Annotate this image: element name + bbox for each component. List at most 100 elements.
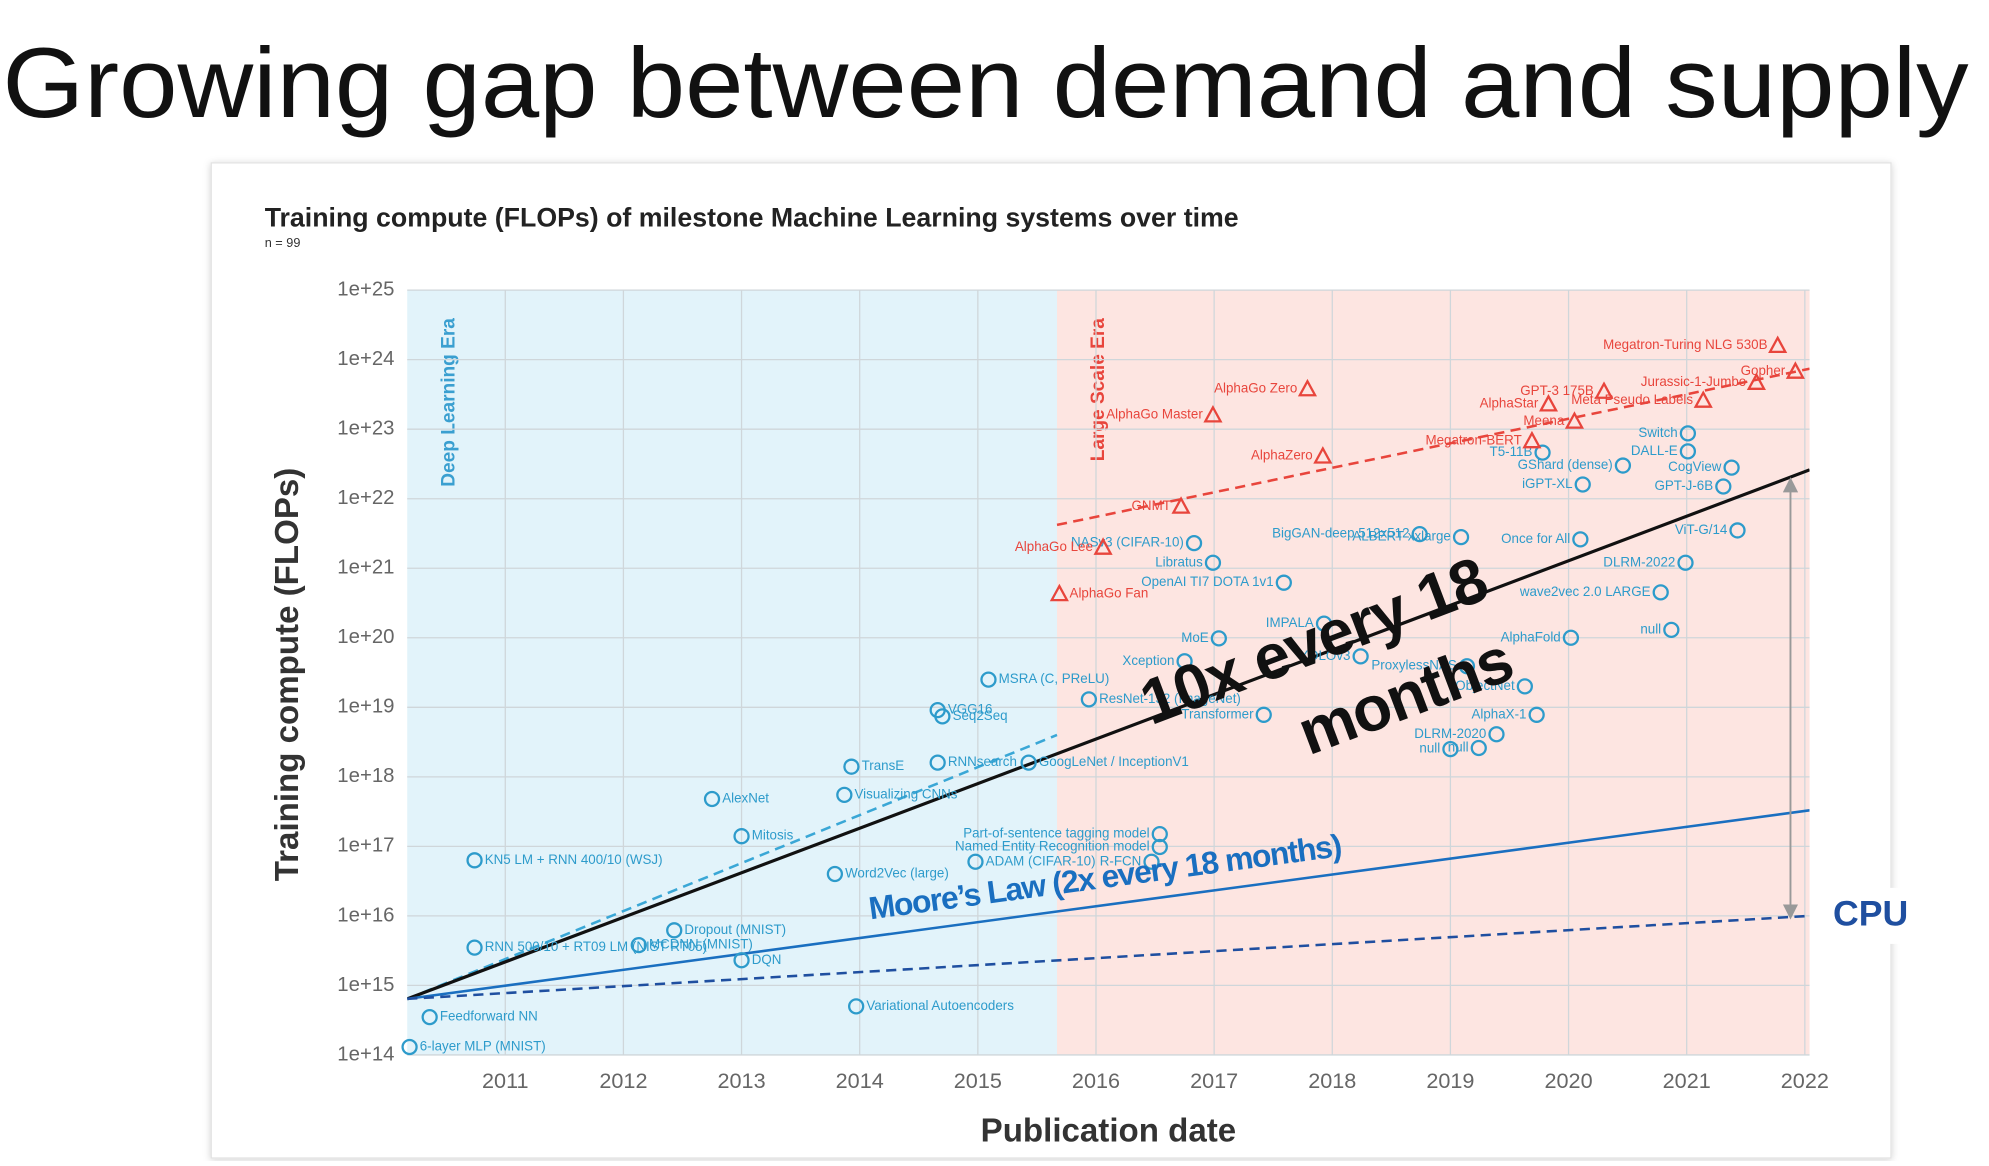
point-label: Xception (1122, 653, 1174, 668)
slide-title: Growing gap between demand and supply (3, 28, 1969, 139)
point-label: ObjectNet (1455, 678, 1515, 693)
x-tick-label: 2011 (482, 1068, 529, 1093)
point-label: ProxylessNAS (1371, 658, 1456, 673)
x-tick-label: 2022 (1781, 1068, 1829, 1093)
point (836, 786, 853, 804)
point (1538, 394, 1559, 412)
point-label: iGPT-XL (1522, 476, 1572, 491)
point-label: null (1419, 741, 1440, 756)
label-background (1817, 887, 1925, 944)
point-label: 6-layer MLP (MNIST) (420, 1039, 546, 1054)
point-label: AlphaGo Zero (1214, 380, 1297, 395)
trend-label: CPU (1833, 893, 1908, 933)
point-label: null (1448, 740, 1469, 755)
point (1452, 529, 1470, 546)
point-label: Switch (1638, 425, 1677, 440)
point-label: AlphaFold (1501, 629, 1561, 644)
era-band (407, 290, 1057, 1055)
y-tick-label: 1e+17 (337, 835, 394, 857)
point-label: Word2Vec (large) (845, 866, 949, 881)
point (1746, 372, 1766, 390)
point (1093, 537, 1113, 555)
trend-line (407, 809, 1810, 1001)
point-label: GNMT (1132, 498, 1171, 513)
era-label: Deep Learning Era (438, 318, 459, 487)
axes: 1e+14 1e+15 1e+16 1e+17 1e+18 1e+19 1e+20 1e+21… (337, 279, 1829, 1094)
point (1210, 630, 1227, 647)
point (401, 1038, 418, 1056)
point (1203, 404, 1223, 423)
point-label: KN5 LM + RNN 400/10 (WSJ) (485, 852, 663, 867)
point (1768, 335, 1788, 353)
point (733, 828, 750, 845)
point (1151, 838, 1168, 856)
point (1652, 584, 1669, 601)
point (826, 865, 844, 883)
point-label: Visualizing CNNs (855, 786, 958, 801)
point-label: Variational Autoencoders (866, 998, 1014, 1013)
trend-line (407, 468, 1810, 1001)
point (1528, 706, 1545, 723)
point-label: Megatron-Turing NLG 530B (1603, 337, 1767, 352)
trend-line (1056, 367, 1810, 527)
x-tick-label: 2020 (1545, 1068, 1593, 1093)
point (1677, 554, 1694, 571)
point (929, 754, 946, 771)
point-label: Named Entity Recognition model (955, 839, 1150, 854)
point-label: ViT-G/14 (1675, 522, 1728, 537)
point (1143, 853, 1160, 870)
point-label: MCDNN (MNIST) (649, 937, 753, 952)
point-label: Dropout (MNIST) (684, 922, 786, 937)
point (666, 922, 683, 939)
point-label: AlphaGo Lee (1015, 539, 1093, 554)
point (1458, 658, 1476, 675)
point (1049, 583, 1069, 602)
trend-line (407, 733, 1058, 1001)
point-label: Jurassic-1-Jumbo (1641, 374, 1746, 389)
point-label: AlphaZero (1251, 448, 1313, 463)
point (1176, 653, 1193, 670)
point (1516, 678, 1533, 695)
point (1411, 525, 1428, 543)
point (1729, 522, 1746, 539)
point (934, 708, 951, 725)
point (1442, 741, 1459, 758)
x-tick-label: 2021 (1663, 1068, 1711, 1093)
point (1679, 425, 1697, 442)
point (980, 671, 997, 688)
era-bands: Deep Learning Era Large Scale Era (407, 290, 1810, 1055)
point-label: Once for All (1501, 531, 1570, 546)
x-tick-label: 2017 (1190, 1068, 1238, 1093)
point-label: Feedforward NN (440, 1009, 538, 1024)
point (1522, 430, 1542, 449)
point-label: ALBERT-xxlarge (1352, 529, 1451, 544)
era-band (1056, 290, 1810, 1055)
point-label: ADAM (CIFAR-10) (986, 853, 1096, 868)
y-axis-label: Training compute (FLOPs) (269, 468, 306, 881)
y-tick-label: 1e+18 (337, 765, 394, 787)
point-label: GShard (dense) (1518, 457, 1613, 472)
point (1614, 457, 1632, 474)
points: 6-layer MLP (MNIST) Feedforward NN KN5 LM … (401, 335, 1805, 1056)
point-label: Seq2Seq (953, 708, 1008, 723)
point-label: CogView (1668, 459, 1722, 474)
x-tick-label: 2015 (954, 1068, 1002, 1093)
point (1534, 444, 1551, 461)
point-label: DQN (752, 952, 782, 967)
point (466, 939, 483, 956)
point-label: Meta Pseudo Labels (1571, 392, 1693, 407)
x-tick-label: 2012 (599, 1068, 647, 1093)
point (1723, 459, 1740, 476)
slide-content: Growing gap between demand and supply Tr… (3, 28, 1969, 1159)
point (1663, 621, 1680, 639)
point-label: MoE (1181, 630, 1209, 645)
point-label: GPT-3 175B (1520, 383, 1594, 398)
point-label: Mitosis (752, 828, 794, 843)
point (1275, 574, 1292, 591)
point (848, 998, 865, 1015)
era-label: Large Scale Era (1088, 318, 1109, 462)
y-tick-label: 1e+25 (337, 279, 394, 301)
point-label: DLRM-2022 (1603, 554, 1675, 569)
